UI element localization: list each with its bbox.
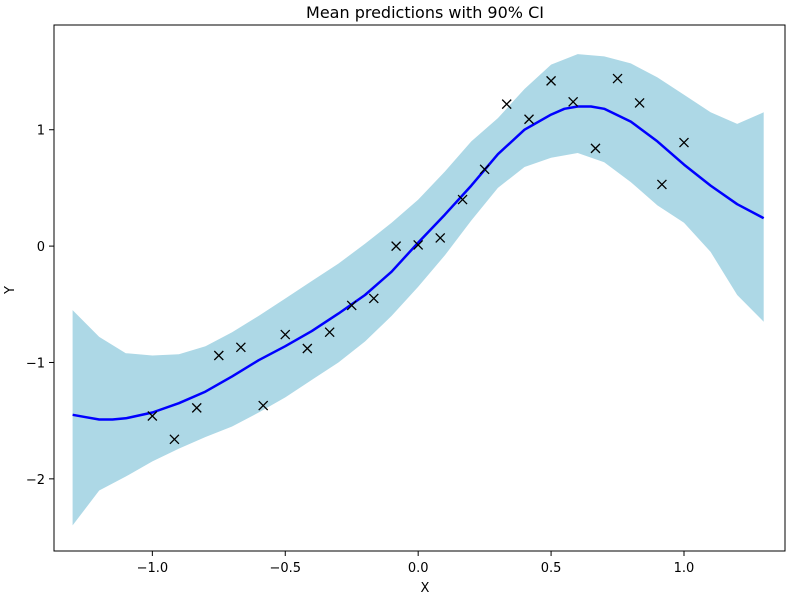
x-tick-label: −0.5 xyxy=(269,561,301,576)
observation-point xyxy=(169,434,180,445)
observation-point xyxy=(524,114,534,125)
x-axis-label: X xyxy=(421,581,430,596)
observation-point xyxy=(191,402,202,413)
ci-band xyxy=(72,54,764,526)
observation-point xyxy=(612,73,623,84)
mean-line-layer xyxy=(72,105,765,421)
y-tick-label: −2 xyxy=(26,473,45,488)
observation-point xyxy=(235,342,246,353)
observation-point xyxy=(501,99,512,110)
y-tick-label: 1 xyxy=(37,124,45,139)
observation-point xyxy=(590,143,601,154)
y-axis-ticks: −2 −1 0 1 xyxy=(26,124,54,488)
y-axis-label: Y xyxy=(3,286,18,295)
observation-point xyxy=(147,411,158,421)
x-tick-label: 0.5 xyxy=(541,561,562,576)
x-tick-label: 0.0 xyxy=(408,561,429,576)
x-tick-label: −1.0 xyxy=(137,561,169,576)
observation-point xyxy=(546,75,557,86)
plot-area xyxy=(53,24,786,552)
observation-point xyxy=(391,241,402,252)
observation-point xyxy=(280,329,291,340)
y-tick-label: −1 xyxy=(26,356,45,371)
observation-point xyxy=(302,343,313,354)
observation-point xyxy=(435,233,446,243)
observation-point xyxy=(679,137,689,148)
ci-band-layer xyxy=(72,54,764,526)
observation-point xyxy=(656,179,667,190)
observation-point xyxy=(258,400,269,411)
observation-point xyxy=(368,293,379,304)
x-tick-label: 1.0 xyxy=(674,561,695,576)
x-axis-ticks: −1.0 −0.5 0.0 0.5 1.0 xyxy=(137,551,695,576)
observation-point xyxy=(413,239,424,250)
mean-line xyxy=(72,105,765,421)
observation-point xyxy=(346,300,357,311)
observation-point xyxy=(568,96,579,107)
chart-title: Mean predictions with 90% CI xyxy=(306,3,544,22)
observation-point xyxy=(324,327,335,338)
y-tick-label: 0 xyxy=(37,240,45,255)
observations-layer xyxy=(147,73,689,445)
observation-point xyxy=(634,98,645,108)
observation-point xyxy=(479,164,490,175)
observation-point xyxy=(213,350,224,361)
observation-point xyxy=(457,194,468,205)
plot-frame xyxy=(53,24,786,552)
